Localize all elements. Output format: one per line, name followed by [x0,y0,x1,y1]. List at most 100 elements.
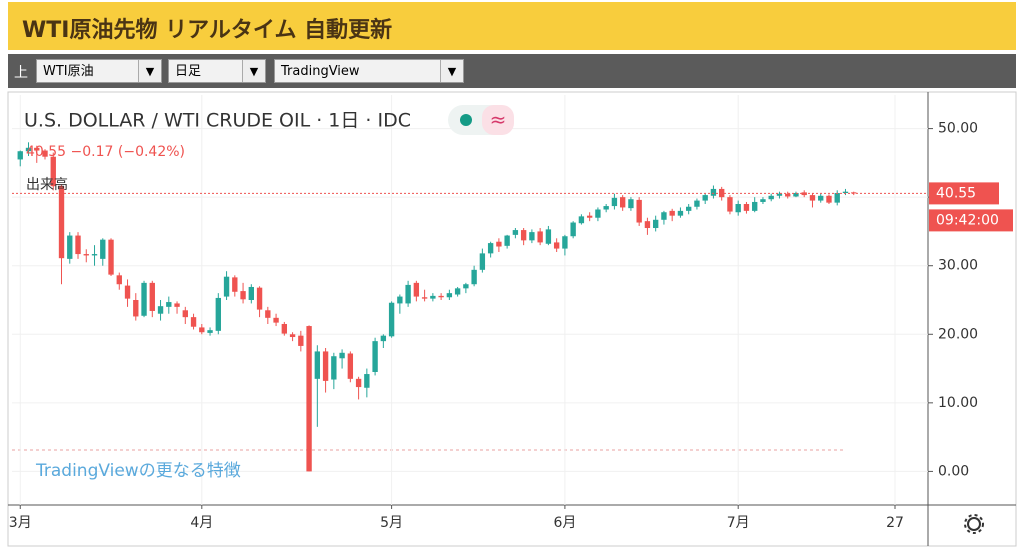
candle-body [463,284,469,289]
candle-body [50,156,56,187]
candle-body [314,351,321,379]
x-tick-label: 7月 [727,515,750,531]
candle-body [149,282,155,311]
candle-body [306,326,312,472]
footer-link[interactable]: TradingViewの更なる特徴 [35,461,241,481]
candle-body [611,197,618,207]
candle-body [537,231,543,243]
candle-body [347,353,354,379]
candle-body [413,282,420,297]
candle-body [174,303,180,307]
candle-body [232,277,238,292]
candle-body [438,295,444,298]
side-label: 上 [14,65,28,81]
candle-body [752,201,758,211]
candle-body [108,239,114,275]
candle-body [776,193,783,196]
candle-body [289,334,296,338]
x-tick-label: 5月 [380,515,403,531]
candle-body [380,335,387,342]
symbol-select[interactable]: WTI原油 ▼ [36,59,162,83]
y-tick-label: 50.00 [938,121,978,137]
settings-icon[interactable] [964,514,984,534]
candle-body [199,327,205,333]
candle-body [190,317,197,327]
candle-body [157,306,164,314]
x-tick-label: 27 [886,515,904,531]
candle-body [75,235,81,255]
candle-body [619,197,626,208]
candle-body [421,297,428,299]
candle-body [100,239,106,259]
candle-body [248,286,254,300]
candle-body [355,378,362,388]
candle-body [578,216,585,224]
interval-select[interactable]: 日足 ▼ [168,59,266,83]
status-dot [460,114,472,126]
candle-body [586,215,593,218]
candle-body [322,351,329,381]
candle-body [331,356,337,380]
candle-body [298,335,304,346]
header: WTI原油先物 リアルタイム 自動更新 [8,2,1016,50]
candle-body [785,193,791,197]
candle-body [562,236,568,249]
candle-body [141,282,147,316]
source-select[interactable]: TradingView ▼ [274,59,464,83]
candle-body [595,209,601,218]
candle-body [281,323,288,334]
candle-body [91,254,98,256]
candle-body [851,192,857,194]
candle-body [652,219,659,229]
candle-body [669,210,675,216]
candle-body [545,229,552,244]
candle-body [166,302,172,307]
last-price-label: 40.55 [936,185,976,201]
x-tick-label: 6月 [553,515,576,531]
candle-body [826,195,832,203]
candle-body [83,254,89,256]
candle-body [842,191,849,194]
candle-body [809,195,816,201]
chart-title: U.S. DOLLAR / WTI CRUDE OIL · 1日 · IDC [24,110,411,132]
y-tick-label: 10.00 [938,395,978,411]
candle-body [686,206,692,211]
x-tick-label: 4月 [190,515,213,531]
candle-body [694,200,700,207]
y-tick-label: 30.00 [938,258,978,274]
candle-body [743,204,750,211]
select-text: WTI原油 [43,64,94,79]
time-tag [929,209,1013,232]
candle-body [17,151,23,160]
candle-body [570,222,576,237]
candle-body [677,210,684,216]
candle-body [207,330,213,333]
candle-body [487,243,494,254]
candle-body [793,193,799,197]
candle-body [818,195,824,201]
candle-body [364,374,370,388]
candle-body [215,297,221,331]
status-icon: ≈ [490,108,507,132]
candle-body [735,204,741,213]
candle-body [512,230,519,235]
y-tick-label: 20.00 [938,326,978,342]
candle-body [133,300,139,317]
candle-body [67,235,73,259]
candle-body [760,199,766,202]
candle-body [240,291,246,300]
select-text: 日足 [175,64,202,79]
candle-body [405,284,411,304]
candle-body [182,310,188,318]
candle-body [768,195,774,200]
candle-body [446,293,453,298]
y-tick-label: 0.00 [938,463,969,479]
candle-body [603,206,609,210]
candle-body [42,150,48,157]
select-text: TradingView [281,64,360,79]
candle-body [496,241,502,247]
candle-body [710,188,717,196]
quote: 40.55 −0.17 (−0.42%) [26,144,185,160]
